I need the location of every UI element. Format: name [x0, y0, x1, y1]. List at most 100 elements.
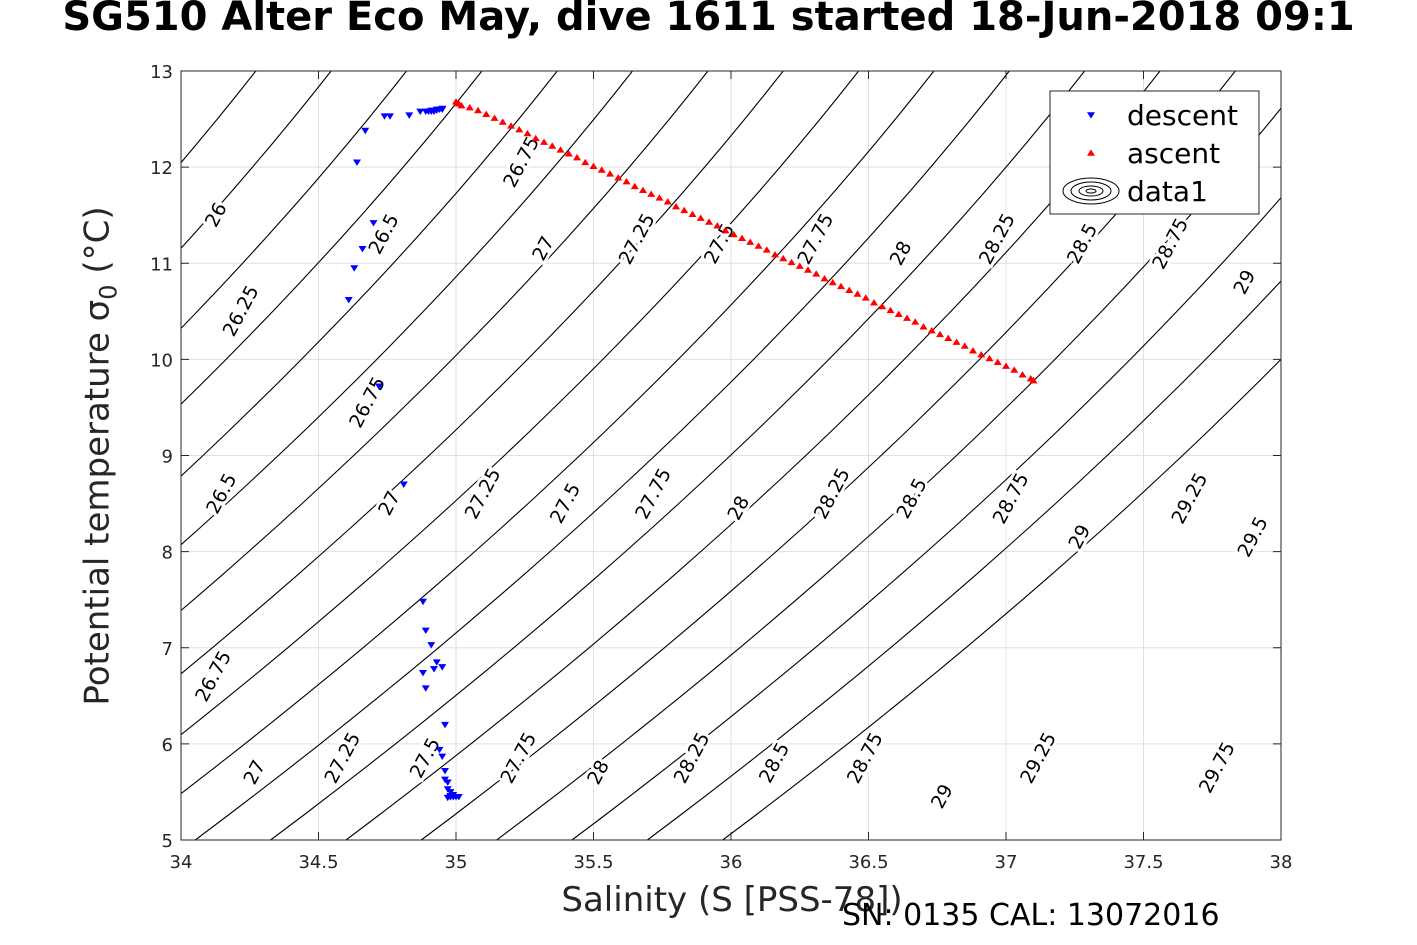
ascent-point: [969, 347, 977, 354]
ascent-point: [606, 170, 614, 177]
descent-point: [350, 265, 359, 272]
ascent-point: [911, 318, 920, 325]
x-tick-label: 35: [445, 852, 468, 873]
ascent-point: [729, 230, 738, 238]
contour-label: 28.5: [1063, 220, 1102, 268]
y-tick-label: 6: [162, 735, 173, 756]
x-tick-label: 36.5: [848, 852, 888, 873]
ascent-point: [573, 153, 581, 161]
contour-label: 28.75: [1148, 215, 1193, 273]
x-tick-label: 34: [170, 852, 193, 873]
descent-point: [361, 127, 370, 135]
descent-point: [419, 669, 427, 677]
descent-point: [369, 220, 378, 227]
ascent-point: [515, 126, 524, 133]
data-series: [344, 98, 1038, 802]
contour-label: 27.25: [615, 210, 660, 268]
legend-marker-descent: [1087, 112, 1095, 119]
isopycnal-line: [722, 358, 1281, 840]
y-tick-label: 12: [150, 158, 173, 179]
y-axis-label: Potential temperature σ0 (°C): [77, 206, 123, 706]
contour-label: 29: [1064, 521, 1095, 553]
isopycnal-line: [647, 280, 1281, 840]
ascent-point: [507, 122, 515, 129]
ascent-point: [886, 306, 895, 314]
y-tick-label: 7: [162, 639, 173, 660]
y-tick-label: 13: [150, 62, 173, 83]
ascent-point: [705, 218, 713, 225]
ascent-point: [457, 102, 466, 109]
descent-point: [438, 664, 447, 671]
contour-label: 27.5: [406, 734, 445, 782]
ascent-point: [903, 314, 911, 321]
ascent-point: [927, 326, 936, 334]
ascent-point: [663, 198, 672, 205]
contour-label: 28.25: [810, 465, 855, 523]
contour-label: 28: [583, 757, 614, 789]
ascent-point: [738, 234, 746, 242]
ascent-point: [746, 238, 755, 245]
descent-point: [353, 159, 361, 166]
ascent-point: [490, 114, 499, 121]
ascent-point: [936, 330, 944, 338]
contour-label: 29.25: [1167, 469, 1212, 527]
ascent-point: [861, 294, 870, 301]
x-tick-label: 37.5: [1123, 852, 1163, 873]
isopycnal-line: [181, 71, 407, 330]
series-ascent: [452, 98, 1038, 384]
descent-point: [441, 721, 449, 729]
contour-label: 29.75: [1195, 738, 1240, 796]
ascent-point: [713, 222, 722, 229]
descent-point: [441, 767, 449, 775]
ascent-point: [655, 194, 664, 201]
ascent-point: [597, 166, 606, 173]
contour-label: 26: [201, 199, 232, 231]
ascent-point: [556, 146, 565, 153]
ascent-point: [564, 150, 573, 157]
ascent-point: [589, 162, 598, 169]
ascent-point: [754, 242, 763, 249]
contour-label: 27.75: [496, 729, 541, 787]
isopycnal-line: [181, 71, 483, 405]
descent-point: [427, 107, 436, 115]
x-axis-label: Salinity (S [PSS-78]): [561, 880, 903, 920]
x-tick-label: 34.5: [298, 852, 338, 873]
ascent-point: [919, 323, 928, 330]
ascent-point: [498, 118, 507, 125]
chart-title: SG510 Alter Eco May, dive 1611 started 1…: [62, 0, 1355, 40]
ascent-point: [804, 266, 812, 273]
contour-label: 27.75: [793, 210, 838, 268]
ascent-point: [985, 354, 994, 362]
isopycnal-line: [571, 196, 1281, 840]
contour-label: 28.5: [892, 475, 931, 523]
isopycnal-line: [194, 71, 1010, 840]
contour-label: 27.5: [546, 479, 585, 527]
contour-label: 26.75: [191, 647, 236, 705]
ascent-point: [993, 358, 1002, 366]
ascent-point: [960, 342, 969, 349]
contour-label: 29.5: [1233, 513, 1272, 561]
contour-label: 26.25: [219, 282, 264, 340]
contour-label: 29: [1229, 266, 1260, 298]
ascent-point: [944, 334, 953, 342]
contour-label: 27: [528, 233, 559, 265]
ascent-point: [523, 129, 532, 137]
contour-label: 29.25: [1016, 729, 1061, 787]
ascent-point: [837, 282, 845, 290]
ascent-point: [894, 310, 903, 317]
contour-label: 28.5: [755, 739, 794, 787]
ascent-point: [1010, 366, 1019, 373]
ascent-point: [1002, 362, 1010, 369]
descent-point: [449, 793, 458, 801]
ascent-point: [531, 134, 540, 142]
contour-label: 26.5: [202, 470, 241, 518]
descent-point: [438, 105, 447, 113]
x-tick-label: 37: [995, 852, 1018, 873]
descent-point: [399, 481, 408, 488]
axis-ticks: 34 34.5 35 35.5 36 36.5 37 37.5 38 5 6 7 8 9 10 11 12 13: [150, 62, 1292, 873]
descent-point: [375, 383, 383, 390]
ascent-point: [630, 182, 639, 190]
ascent-point: [762, 246, 771, 253]
